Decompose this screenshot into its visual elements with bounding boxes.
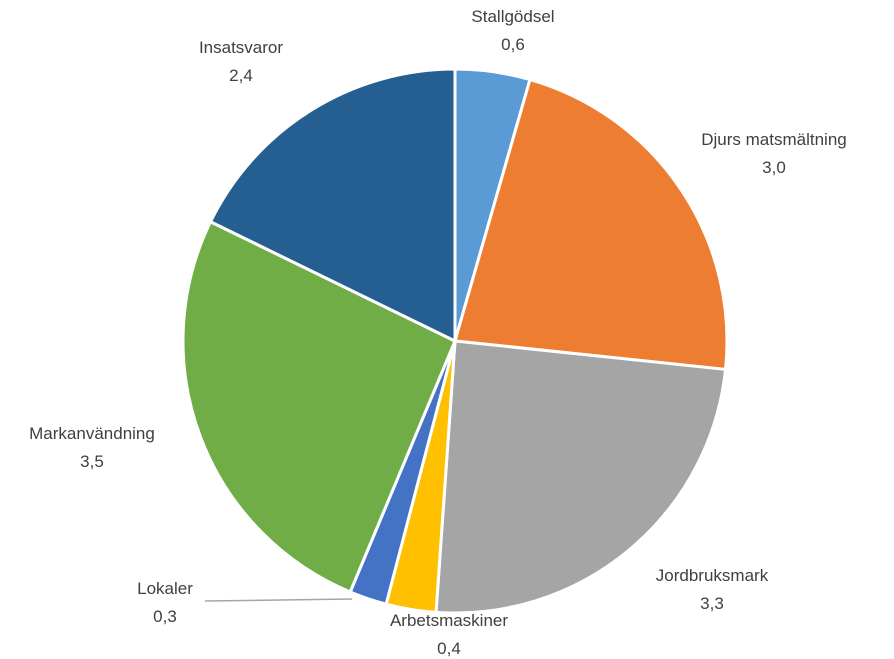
slice-value-label: 0,4 — [437, 639, 461, 658]
data-labels: Stallgödsel 0,6 Djurs matsmältning 3,0 Jordb… — [29, 7, 847, 658]
slice-category-label: Arbetsmaskiner — [390, 611, 508, 630]
slice-category-label: Jordbruksmark — [656, 566, 769, 585]
slice-value-label: 3,5 — [80, 452, 104, 471]
pie-slice-markanvändning — [181, 220, 457, 594]
slice-category-label: Markanvändning — [29, 424, 155, 443]
leader-line — [204, 598, 353, 602]
slice-category-label: Djurs matsmältning — [701, 130, 847, 149]
slice-value-label: 3,3 — [700, 594, 724, 613]
slice-category-label: Insatsvaror — [199, 38, 283, 57]
slice-value-label: 0,6 — [501, 35, 525, 54]
slice-value-label: 2,4 — [229, 66, 253, 85]
pie-slice-djurs-matsmältning — [453, 78, 729, 371]
slice-value-label: 3,0 — [762, 158, 786, 177]
slice-category-label: Stallgödsel — [471, 7, 554, 26]
pie-slice-jordbruksmark — [434, 339, 728, 615]
slice-category-label: Lokaler — [137, 579, 193, 598]
pie-slices — [181, 67, 729, 615]
slice-value-label: 0,3 — [153, 607, 177, 626]
leader-lines — [204, 598, 353, 602]
pie-slice-insatsvaror — [209, 67, 457, 343]
